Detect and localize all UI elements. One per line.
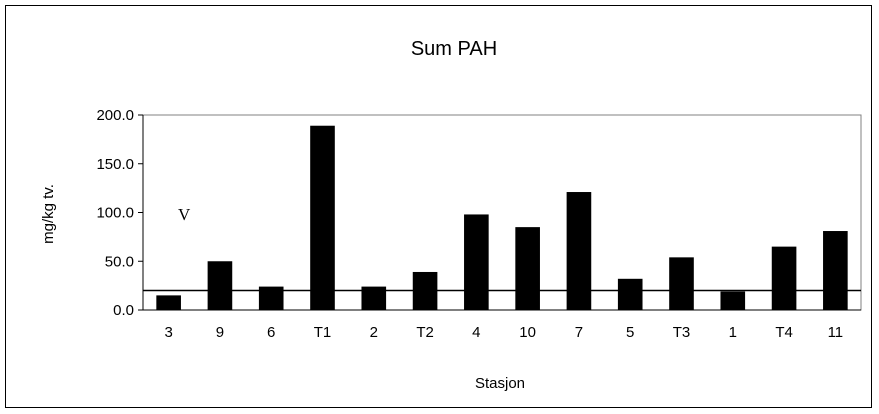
y-tick-label: 200.0 <box>96 107 134 124</box>
plot-border <box>142 114 862 311</box>
bar-T1 <box>310 125 335 310</box>
x-tick-label: T2 <box>416 324 434 341</box>
x-tick-label: 1 <box>729 324 737 341</box>
y-tick-label: 100.0 <box>96 205 134 222</box>
x-tick-label: T4 <box>775 324 793 341</box>
chart-frame <box>5 5 872 408</box>
x-axis-label: Stasjon <box>475 375 525 392</box>
bar-7 <box>566 192 592 310</box>
chart-title: Sum PAH <box>411 38 497 60</box>
x-tick-label: 6 <box>267 324 275 341</box>
annotation-v: V <box>178 205 191 224</box>
bar-2 <box>361 286 387 310</box>
x-tick-label: 5 <box>626 324 634 341</box>
y-tick-label: 150.0 <box>96 156 134 173</box>
x-tick-label: 7 <box>575 324 583 341</box>
bar-4 <box>464 214 489 310</box>
x-tick-label: 4 <box>472 324 480 341</box>
plot-area: 0.0 50.0 100.0 150.0 200.0 3 9 6 T1 2 T2 4 10 7 5 T3 1 T4… <box>96 107 862 341</box>
x-tick-label: 2 <box>370 324 378 341</box>
y-axis-label: mg/kg tv. <box>40 184 57 244</box>
x-tick-label: 9 <box>216 324 224 341</box>
x-tick-label: 3 <box>164 324 172 341</box>
bar-6 <box>258 286 284 310</box>
bar-3 <box>156 295 181 310</box>
bar-5 <box>617 278 643 310</box>
bar-T4 <box>771 246 797 310</box>
bar-11 <box>823 231 848 310</box>
x-tick-label: T3 <box>673 324 691 341</box>
y-tick-label: 50.0 <box>105 253 134 270</box>
y-tick-label: 0.0 <box>113 302 134 319</box>
bar-9 <box>207 261 233 310</box>
bar-10 <box>515 227 540 310</box>
bar-1 <box>720 291 746 310</box>
x-tick-label: 10 <box>519 324 536 341</box>
x-tick-label: T1 <box>314 324 332 341</box>
bar-T3 <box>669 257 694 310</box>
x-tick-label: 11 <box>828 324 844 341</box>
